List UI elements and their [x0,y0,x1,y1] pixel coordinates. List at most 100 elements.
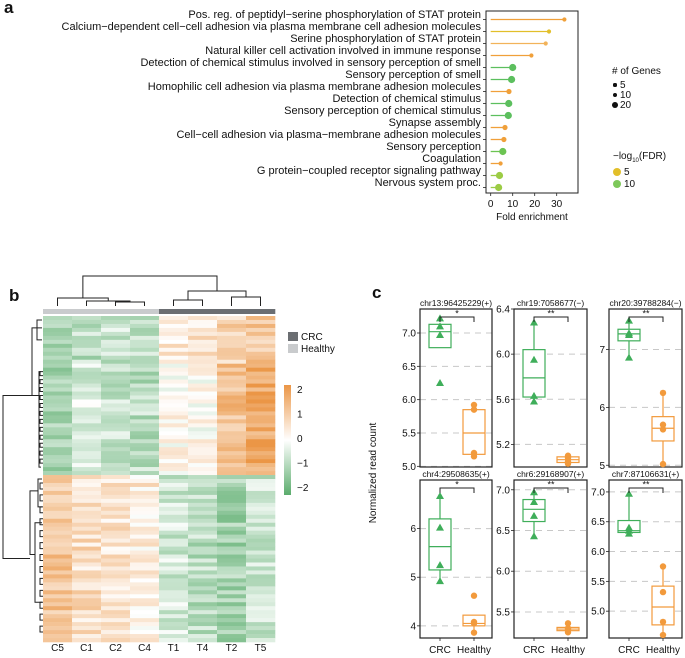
heatmap-cell [246,594,275,598]
heatmap-cell [159,523,188,527]
heatmap-cell [43,515,72,519]
heatmap-cell [43,507,72,511]
heatmap-cell [101,392,130,396]
heatmap-cell [101,344,130,348]
heatmap-cell [130,360,159,364]
heatmap-cell [188,590,217,594]
healthy-data-point [660,426,666,432]
heatmap-cell [217,360,246,364]
heatmap-cell [43,594,72,598]
subplot-title: chr20:39788284(−) [609,298,681,308]
lollipop-dot [547,29,551,33]
heatmap-cell [72,455,101,459]
heatmap-cell [246,614,275,618]
heatmap-cell [101,407,130,411]
heatmap-cell [43,380,72,384]
heatmap-cell [43,372,72,376]
heatmap-cell [217,380,246,384]
heatmap-cell [246,415,275,419]
significance-label: ** [547,480,555,490]
heatmap-cell [130,539,159,543]
heatmap-cell [43,582,72,586]
heatmap-cell [72,614,101,618]
heatmap-cell [72,471,101,475]
heatmap-cell [246,348,275,352]
row-dendrogram-branch [40,411,43,415]
heatmap-cell [130,507,159,511]
heatmap-cell [188,610,217,614]
heatmap-cell [217,348,246,352]
heatmap-cell [43,555,72,559]
heatmap-cell [43,479,72,483]
heatmap-cell [101,368,130,372]
heatmap-cell [43,586,72,590]
heatmap-cell [217,543,246,547]
heatmap-cell [188,392,217,396]
heatmap-cell [101,559,130,563]
heatmap-cell [130,463,159,467]
healthy-box [463,410,485,455]
heatmap-cell [43,328,72,332]
heatmap-cell [246,527,275,531]
heatmap-cell [130,511,159,515]
heatmap-cell [43,447,72,451]
heatmap-cell [43,566,72,570]
heatmap-cell [246,372,275,376]
heatmap-cell [130,316,159,320]
heatmap-cell [72,562,101,566]
heatmap-cell [101,614,130,618]
heatmap-cell [159,360,188,364]
row-dendrogram-branch [37,320,42,340]
heatmap-cell [188,515,217,519]
heatmap-cell [72,483,101,487]
healthy-data-point [660,589,666,595]
heatmap-cell [159,539,188,543]
size-legend-entry: 5 [612,80,684,90]
x-tick-label: 10 [507,199,519,210]
heatmap-cell [43,399,72,403]
boxplot-grid: Normalized read countchr13:96425229(+)7.… [360,290,685,658]
heatmap-cell [188,531,217,535]
heatmap-cell [159,495,188,499]
heatmap-cell [101,523,130,527]
heatmap-cell [246,622,275,626]
heatmap-cell [101,451,130,455]
heatmap-cell [246,435,275,439]
heatmap-cell [43,483,72,487]
heatmap-cell [188,574,217,578]
heatmap-cell [72,598,101,602]
heatmap-cell [72,427,101,431]
heatmap-cell [246,543,275,547]
group-legend-label: Healthy [301,344,335,355]
heatmap-cell [101,384,130,388]
row-dendrogram-branch [40,380,43,384]
healthy-data-point [471,593,477,599]
heatmap-cell [72,356,101,360]
heatmap-cell [188,566,217,570]
heatmap-cell [130,487,159,491]
heatmap-cell [159,388,188,392]
heatmap-cell [43,630,72,634]
heatmap-cell [101,316,130,320]
heatmap-cell [217,503,246,507]
heatmap-cell [246,328,275,332]
heatmap-cell [101,539,130,543]
heatmap-cell [101,543,130,547]
heatmap-cell [246,626,275,630]
crc-data-point [530,532,538,539]
heatmap-cell [101,479,130,483]
heatmap-cell [217,455,246,459]
heatmap-cell [188,582,217,586]
heatmap-cell [217,447,246,451]
row-dendrogram-branch [40,602,43,608]
heatmap-cell [246,324,275,328]
heatmap-cell [130,324,159,328]
heatmap-cell [43,523,72,527]
heatmap-cell [159,384,188,388]
row-dendrogram-branch [40,590,43,596]
heatmap-cell [159,606,188,610]
heatmap-cell [246,467,275,471]
heatmap-cell [217,582,246,586]
heatmap-cell [188,459,217,463]
heatmap-cell [246,344,275,348]
